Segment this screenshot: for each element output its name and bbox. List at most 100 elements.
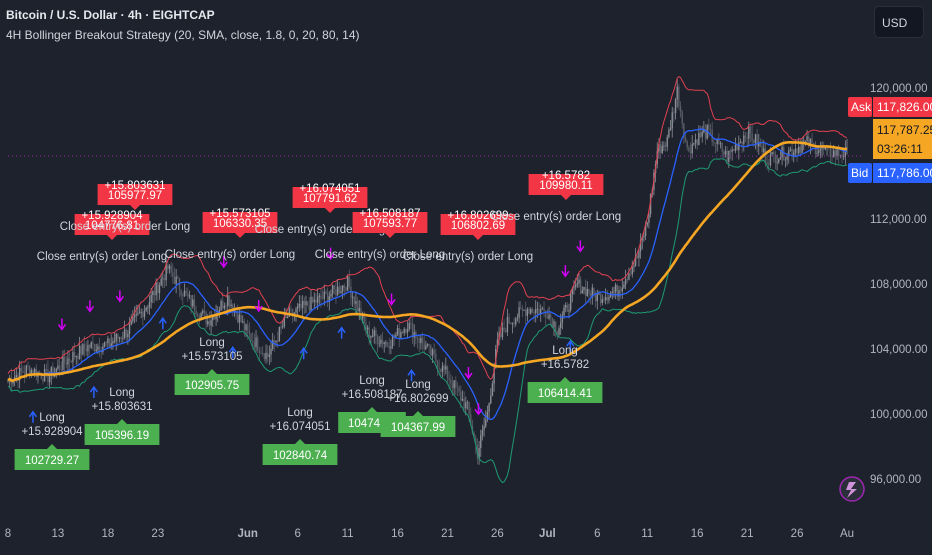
candle-body <box>95 349 97 352</box>
candle-body <box>376 335 379 344</box>
ask-tag-background <box>848 97 872 117</box>
time-tick-label: 21 <box>741 528 754 540</box>
candle-body <box>38 371 41 374</box>
long-entry-signal: Long <box>109 387 135 399</box>
exit-signal: Close entry(s) order Long <box>315 249 445 261</box>
candle-body <box>145 307 147 311</box>
candle-body <box>799 146 802 153</box>
candle-body <box>421 337 424 344</box>
candle-body <box>15 375 18 378</box>
price-scale[interactable]: 120,000.00 112,000.00 108,000.00 104,000… <box>848 83 932 486</box>
exit-signal: Close entry(s) order Long <box>165 249 295 261</box>
time-tick-label: 21 <box>441 528 454 540</box>
candle-body <box>250 333 252 341</box>
symbol-title[interactable]: Bitcoin / U.S. Dollar · 4h · EIGHTCAP <box>6 8 215 22</box>
candle-body <box>82 344 84 355</box>
exit-arrowhead-icon <box>474 408 483 416</box>
candle-body <box>465 402 467 409</box>
candle-body <box>12 380 14 384</box>
candle-body <box>331 285 334 294</box>
time-tick-label: Au <box>840 528 854 540</box>
candle-body <box>187 293 189 297</box>
candle-body <box>418 339 420 343</box>
long-entry-price: 102905.75 <box>185 380 239 392</box>
candle-body <box>559 322 562 329</box>
candle-body <box>430 345 432 356</box>
candle-body <box>639 240 642 252</box>
candle-body <box>751 133 753 141</box>
candle-body <box>500 333 502 338</box>
time-tick-label: 26 <box>491 528 504 540</box>
candle-body <box>257 337 259 351</box>
candle-body <box>714 142 717 144</box>
exit-signal: Close entry(s) order Long <box>60 221 190 233</box>
candle-body <box>746 137 748 139</box>
candle-body <box>326 293 329 302</box>
long-entry-arrowhead-icon <box>337 326 346 334</box>
exit-price: 106802.69 <box>451 220 505 232</box>
candle-body <box>726 150 728 162</box>
candle-body <box>108 338 111 347</box>
exit-pnl: +15.928904 <box>81 210 143 222</box>
candle-body <box>713 141 715 143</box>
candle-body <box>573 286 575 289</box>
candle-body <box>90 342 92 348</box>
long-entry-pnl: +15.803631 <box>91 401 152 413</box>
price-tick-label: 104,000.00 <box>870 344 928 356</box>
candle-body <box>400 331 402 338</box>
candle-body <box>58 365 61 370</box>
price-tick-label: 96,000.00 <box>870 474 921 486</box>
candle-body <box>208 321 211 326</box>
candle-body <box>165 264 167 281</box>
candle-body <box>173 276 176 284</box>
candle-body <box>291 308 294 315</box>
candle-body <box>270 348 272 355</box>
strategy-legend[interactable]: 4H Bollinger Breakout Strategy (20, SMA,… <box>6 28 360 42</box>
candle-body <box>27 365 29 367</box>
candle-body <box>739 141 742 143</box>
candle-body <box>313 299 316 302</box>
candle-body <box>481 429 484 436</box>
candle-body <box>230 304 232 307</box>
candle-body <box>266 352 269 357</box>
candle-body <box>541 308 544 310</box>
candle-body <box>556 331 559 335</box>
time-tick-label: 13 <box>52 528 65 540</box>
candle-body <box>328 296 330 302</box>
long-entry-arrowhead-icon <box>158 316 167 324</box>
candle-body <box>303 300 306 306</box>
candle-body <box>253 341 256 348</box>
candle-body <box>493 368 495 384</box>
time-axis[interactable]: 8 13 18 23 Jun 6 11 16 21 26 Jul 6 11 16 21 26 Au <box>5 528 854 540</box>
candle-body <box>320 295 322 299</box>
tradingview-logo-icon[interactable] <box>839 476 865 502</box>
candle-body <box>137 313 139 315</box>
candle-body <box>97 346 99 350</box>
candle-body <box>629 273 632 275</box>
candle-body <box>265 352 267 360</box>
candle-body <box>834 150 837 156</box>
exit-price: 105977.97 <box>108 190 162 202</box>
candle-body <box>340 291 342 293</box>
candle-body <box>641 237 643 241</box>
candle-body <box>486 411 489 420</box>
long-entry-signal: Long <box>405 379 431 391</box>
candle-body <box>338 286 340 293</box>
price-tick-label: 112,000.00 <box>870 214 927 226</box>
candle-body <box>30 370 33 376</box>
candle-body <box>676 86 678 100</box>
time-tick-label: 11 <box>641 528 653 540</box>
candle-body <box>563 307 565 316</box>
candle-body <box>200 313 202 319</box>
candle-body <box>163 278 166 281</box>
candle-body <box>240 314 242 323</box>
currency-button[interactable]: USD <box>874 6 924 38</box>
candle-body <box>749 126 752 134</box>
candle-body <box>283 317 286 327</box>
candle-body <box>789 149 792 151</box>
candle-body <box>456 387 459 389</box>
candle-body <box>738 142 740 151</box>
candle-body <box>628 273 630 280</box>
